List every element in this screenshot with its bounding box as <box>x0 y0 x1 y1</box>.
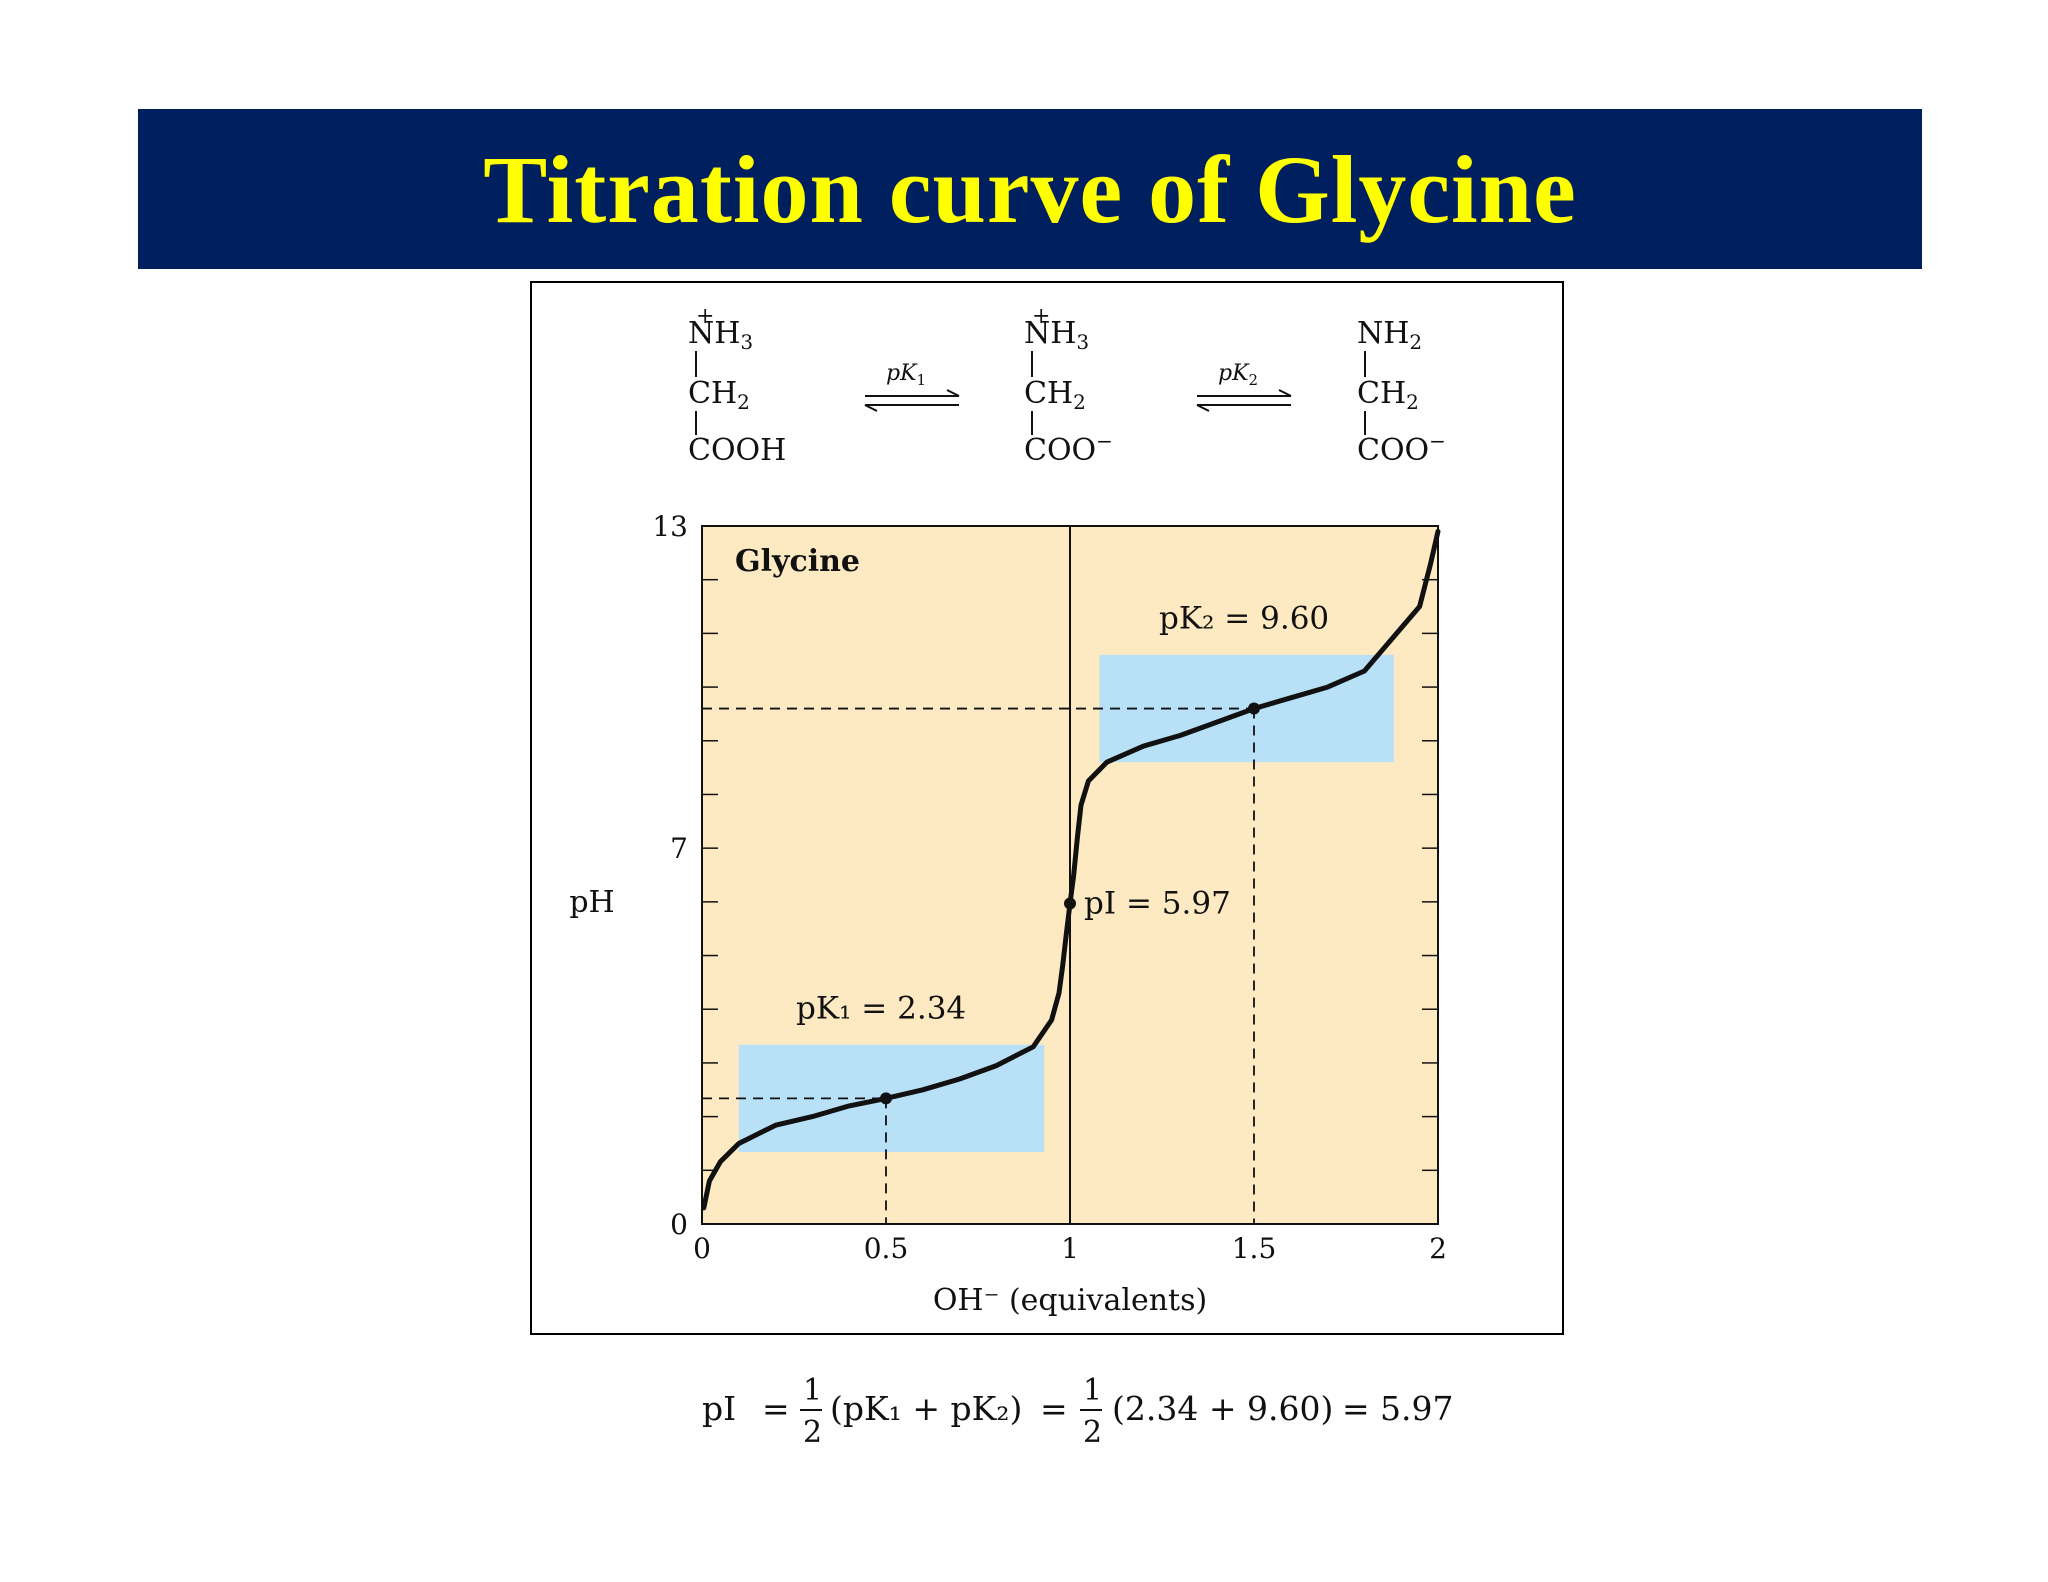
pi-formula: pI = 1 2 (pK₁ + pK₂) = 1 2 (2.34 + 9.60)… <box>690 1360 1510 1460</box>
y-tick-label: 13 <box>652 510 688 543</box>
equilibrium-arrow-2: pK2 <box>1196 361 1292 412</box>
species-1-mid: CH2 <box>688 376 750 414</box>
reaction-scheme: + NH3 CH2 COOH pK1 + NH3 CH2 <box>688 304 1446 468</box>
formula-half-2-num: 1 <box>1083 1373 1102 1408</box>
key-point-1 <box>880 1092 892 1105</box>
x-tick-label: 0 <box>693 1232 711 1265</box>
species-3-bottom: COO− <box>1357 429 1446 468</box>
chart-title: Glycine <box>735 544 860 579</box>
key-point-2 <box>1064 897 1076 910</box>
species-cationic: + NH3 CH2 COOH <box>688 304 786 468</box>
x-tick-label: 0.5 <box>864 1232 909 1265</box>
formula-sum-expr: (pK₁ + pK₂) <box>830 1389 1022 1428</box>
key-point-label-2: pI = 5.97 <box>1084 885 1231 921</box>
formula-lhs: pI <box>702 1389 736 1428</box>
species-2-top: NH3 <box>1024 316 1089 354</box>
figure-frame: + NH3 CH2 COOH pK1 + NH3 CH2 <box>530 281 1564 1335</box>
species-1-charge: + <box>696 304 714 329</box>
key-point-3 <box>1248 702 1260 715</box>
x-tick-label: 1.5 <box>1232 1232 1277 1265</box>
y-tick-label: 0 <box>670 1208 688 1241</box>
formula-eq-2: = <box>1040 1389 1068 1428</box>
x-tick-label: 1 <box>1061 1232 1079 1265</box>
species-zwitterion: + NH3 CH2 COO− <box>1024 304 1113 468</box>
species-2-mid: CH2 <box>1024 376 1086 414</box>
formula-half-1-den: 2 <box>803 1415 822 1450</box>
species-2-charge: + <box>1032 304 1050 329</box>
plot-frame <box>701 525 1439 1225</box>
species-3-top: NH2 <box>1357 316 1422 354</box>
titration-curve <box>701 528 1441 1211</box>
formula-eq-1: = <box>762 1389 790 1428</box>
arrow-2-label: pK2 <box>1218 361 1258 389</box>
x-axis-label: OH⁻ (equivalents) <box>933 1283 1207 1318</box>
equilibrium-arrow-1: pK1 <box>864 361 960 412</box>
slide-title: Titration curve of Glycine <box>483 135 1577 243</box>
species-anionic: NH2 CH2 COO− <box>1357 316 1446 468</box>
species-2-bottom: COO− <box>1024 429 1113 468</box>
y-tick-label: 7 <box>670 832 688 865</box>
titration-chart: pK₁ = 2.34 pI = 5.97 pK₂ = 9.60 Glycine 0 0.5… <box>569 510 1447 1318</box>
figure-svg: + NH3 CH2 COOH pK1 + NH3 CH2 <box>569 304 1447 1318</box>
key-point-label-1: pK₁ = 2.34 <box>796 990 966 1026</box>
formula-result: 5.97 <box>1380 1389 1453 1428</box>
key-point-label-3: pK₂ = 9.60 <box>1159 601 1329 637</box>
arrow-1-label: pK1 <box>886 361 926 389</box>
species-1-bottom: COOH <box>688 433 786 468</box>
title-banner: Titration curve of Glycine <box>138 109 1922 269</box>
y-axis-label: pH <box>569 885 614 920</box>
species-3-mid: CH2 <box>1357 376 1419 414</box>
formula-eq-3: = <box>1342 1389 1370 1428</box>
x-tick-label: 2 <box>1429 1232 1447 1265</box>
species-1-top: NH3 <box>688 316 753 354</box>
formula-half-2-den: 2 <box>1083 1415 1102 1450</box>
formula-half-1-num: 1 <box>803 1373 822 1408</box>
formula-values-expr: (2.34 + 9.60) <box>1112 1389 1333 1428</box>
